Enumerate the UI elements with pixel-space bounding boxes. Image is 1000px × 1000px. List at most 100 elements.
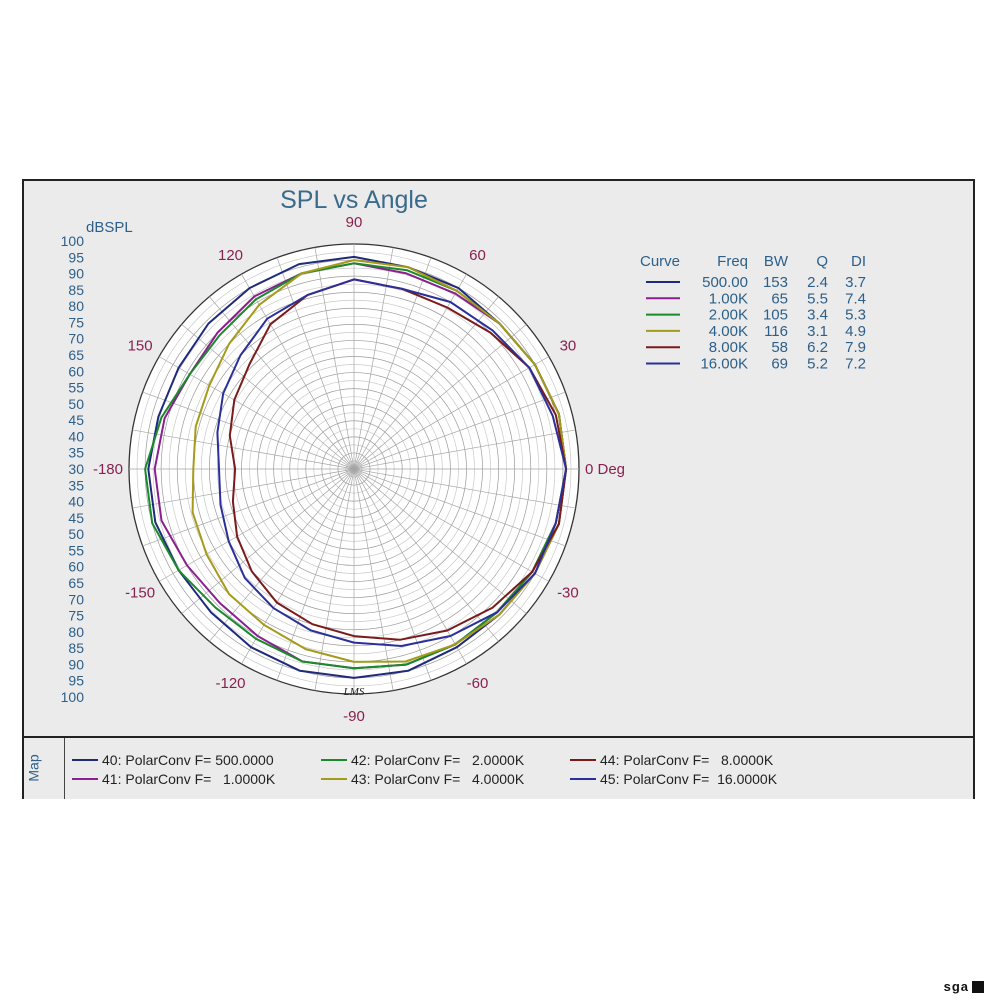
map-tab[interactable]: Map (24, 738, 65, 799)
table-cell: 3.7 (845, 274, 866, 291)
legend-swatch (570, 778, 596, 781)
angle-label: 90 (346, 214, 363, 231)
table-cell: 105 (763, 307, 788, 324)
radial-tick-label: 45 (68, 412, 84, 428)
table-cell: 5.5 (807, 290, 828, 307)
angle-label: 60 (469, 247, 486, 264)
angle-label: -90 (343, 708, 365, 725)
radial-tick-label: 95 (68, 673, 84, 689)
legend-item-42[interactable]: 42: PolarConv F= 2.0000K (321, 752, 524, 768)
grid-spoke (209, 468, 355, 642)
grid-spoke (209, 296, 355, 470)
grid-spoke (241, 273, 355, 470)
table-header: Q (816, 253, 828, 270)
grid-spoke (142, 468, 355, 547)
legend-label: 42: PolarConv F= 2.0000K (351, 752, 525, 768)
radial-tick-label: 85 (68, 640, 84, 656)
table-cell: 69 (771, 356, 788, 373)
table-cell: 16.00K (700, 356, 748, 373)
grid-spoke (353, 273, 467, 470)
table-cell: 6.2 (807, 339, 828, 356)
grid-spoke (353, 468, 467, 665)
radial-tick-label: 65 (68, 575, 84, 591)
brand-logo: sga (944, 979, 984, 994)
table-cell: 5.3 (845, 307, 866, 324)
series-curve-16.00K (216, 278, 568, 647)
table-cell: 65 (771, 290, 788, 307)
legend-swatch (72, 778, 98, 781)
radial-tick-label: 40 (68, 428, 84, 444)
legend-label: 44: PolarConv F= 8.0000K (600, 752, 774, 768)
table-cell: 116 (764, 323, 788, 340)
table-cell: 8.00K (709, 339, 748, 356)
radial-tick-label: 45 (68, 510, 84, 526)
table-cell: 4.9 (845, 323, 866, 340)
radial-tick-label: 75 (68, 314, 84, 330)
radial-axis-labels: 1009590858075706560555045403530354045505… (61, 233, 85, 705)
radial-tick-label: 80 (68, 624, 84, 640)
grid-spoke (353, 356, 550, 470)
legend-swatch (570, 759, 596, 762)
radial-tick-label: 40 (68, 494, 84, 510)
map-tab-label: Map (25, 754, 42, 782)
radial-tick-label: 80 (68, 298, 84, 314)
legend-item-41[interactable]: 41: PolarConv F= 1.0000K (72, 771, 275, 787)
table-cell: 3.1 (807, 323, 828, 340)
table-cell: 2.4 (807, 274, 828, 291)
radial-tick-label: 100 (61, 233, 85, 249)
radial-tick-label: 90 (68, 656, 84, 672)
radial-tick-label: 50 (68, 526, 84, 542)
angle-label: -30 (557, 585, 579, 602)
legend-area: Map 40: PolarConv F= 500.0000 41: PolarCo… (24, 736, 973, 799)
radial-tick-label: 60 (68, 559, 84, 575)
legend-item-40[interactable]: 40: PolarConv F= 500.0000 (72, 752, 274, 768)
legend-swatch (72, 759, 98, 762)
radial-tick-label: 90 (68, 266, 84, 282)
radial-tick-label: 95 (68, 249, 84, 265)
grid-spoke (353, 468, 394, 691)
grid-spoke (132, 468, 355, 509)
legend-label: 45: PolarConv F= 16.0000K (600, 771, 778, 787)
radial-unit-label: dBSPL (86, 219, 133, 236)
legend-item-43[interactable]: 43: PolarConv F= 4.0000K (321, 771, 524, 787)
grid-spoke (353, 468, 576, 509)
angle-axis-labels: 0 Deg 30 60 90 120 150 -180 -150 -120 -90 -60 -30 (93, 214, 625, 725)
angle-label: 150 (128, 338, 153, 355)
grid-spoke (353, 468, 550, 582)
grid-spoke (353, 324, 527, 470)
chart-title: SPL vs Angle (280, 186, 428, 214)
signature-mark: LMS (343, 686, 365, 698)
grid-spoke (353, 391, 566, 470)
angle-label: -120 (215, 675, 245, 692)
table-header: BW (764, 253, 789, 270)
table-cell: 2.00K (709, 307, 748, 324)
angle-label: 0 Deg (585, 461, 625, 478)
polar-grid (128, 243, 580, 695)
table-cell: 7.2 (845, 356, 866, 373)
legend-item-44[interactable]: 44: PolarConv F= 8.0000K (570, 752, 773, 768)
grid-spoke (353, 247, 394, 470)
grid-spoke (276, 468, 355, 681)
legend-swatch (321, 759, 347, 762)
legend-swatch (321, 778, 347, 781)
radial-tick-label: 35 (68, 477, 84, 493)
grid-spoke (181, 468, 355, 614)
table-cell: 7.9 (845, 339, 866, 356)
grid-spoke (158, 356, 355, 470)
radial-tick-label: 55 (68, 380, 84, 396)
data-table: Curve Freq BW Q DI 500.00 153 2.4 3.7 1.00K 65 5.5 7… (640, 253, 866, 373)
radial-tick-label: 65 (68, 347, 84, 363)
legend-item-45[interactable]: 45: PolarConv F= 16.0000K (570, 771, 777, 787)
radial-tick-label: 50 (68, 396, 84, 412)
grid-spoke (353, 296, 499, 470)
table-cell: 1.00K (709, 290, 748, 307)
radial-tick-label: 70 (68, 591, 84, 607)
angle-label: -60 (467, 675, 489, 692)
series-curve-8.00K (228, 278, 568, 641)
radial-tick-label: 55 (68, 542, 84, 558)
radial-tick-label: 100 (61, 689, 85, 705)
grid-spoke (353, 468, 432, 681)
series-curve-4.00K (191, 259, 568, 663)
brand-mark-icon (972, 980, 984, 993)
radial-tick-label: 35 (68, 445, 84, 461)
